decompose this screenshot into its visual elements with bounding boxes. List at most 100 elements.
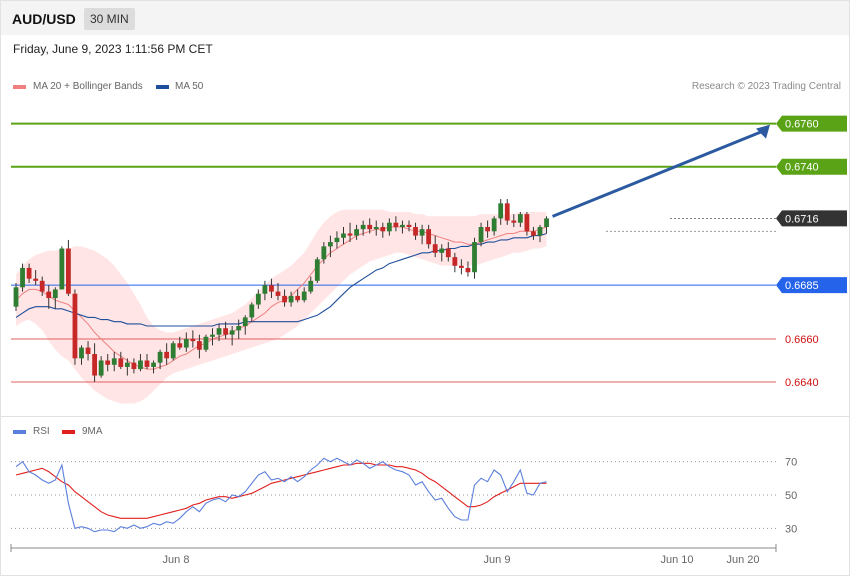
candle-body bbox=[13, 287, 19, 307]
level-label-support-4: 0.6660 bbox=[785, 334, 819, 346]
level-tag-resistance-0 bbox=[776, 115, 847, 132]
legend-ma20-label: MA 20 + Bollinger Bands bbox=[33, 81, 143, 92]
level-label-pivot-3: 0.6685 bbox=[785, 280, 819, 292]
candle-body bbox=[39, 280, 45, 292]
rsi-tick-label-50: 50 bbox=[785, 490, 797, 502]
legend-rsi-swatch bbox=[13, 430, 26, 434]
candle-body bbox=[531, 231, 536, 236]
candle-body bbox=[249, 304, 255, 318]
projection-arrow-head bbox=[756, 124, 770, 139]
candle-body bbox=[452, 257, 458, 266]
candle-body bbox=[354, 229, 359, 236]
x-tick-label-2: Jun 10 bbox=[660, 554, 693, 566]
candle-body bbox=[439, 248, 445, 253]
candle-body bbox=[151, 362, 156, 367]
candle-body bbox=[445, 248, 451, 258]
candle-body bbox=[406, 224, 412, 228]
level-tag-last-2 bbox=[776, 210, 847, 227]
candle-body bbox=[373, 227, 379, 230]
candle-body bbox=[419, 229, 425, 236]
candle-body bbox=[242, 317, 248, 327]
candle-body bbox=[46, 291, 52, 299]
candle-body bbox=[380, 227, 386, 232]
timeframe-badge[interactable]: 30 MIN bbox=[84, 8, 135, 30]
rsi-line bbox=[15, 457, 547, 533]
candle-body bbox=[498, 203, 504, 219]
candle-body bbox=[393, 222, 399, 228]
ma50-line bbox=[15, 232, 547, 327]
candle-body bbox=[400, 224, 405, 228]
candle-body bbox=[537, 227, 543, 236]
candle-body bbox=[360, 224, 366, 230]
x-tick-label-1: Jun 9 bbox=[484, 554, 511, 566]
candle-body bbox=[465, 267, 471, 273]
level-label-support-5: 0.6640 bbox=[785, 377, 819, 389]
candle-body bbox=[301, 291, 307, 301]
candle-body bbox=[459, 265, 464, 268]
rsi-tick-label-30: 30 bbox=[785, 523, 797, 535]
candle-body bbox=[432, 244, 438, 253]
candle-body bbox=[334, 237, 340, 243]
level-label-last-2: 0.6716 bbox=[785, 213, 819, 225]
candle-body bbox=[485, 227, 490, 232]
candle-body bbox=[52, 289, 58, 299]
bollinger-band bbox=[16, 209, 547, 404]
x-tick-label-3: Jun 20 bbox=[726, 554, 759, 566]
candle-body bbox=[288, 295, 294, 303]
projection-arrow-shaft bbox=[551, 129, 765, 218]
candle-body bbox=[85, 347, 91, 355]
candle-body bbox=[72, 293, 78, 359]
candle-body bbox=[314, 259, 320, 281]
rsi-tick-label-70: 70 bbox=[785, 457, 797, 469]
candle-body bbox=[236, 326, 242, 331]
candle-body bbox=[472, 242, 477, 273]
level-label-resistance-1: 0.6740 bbox=[785, 162, 819, 174]
candle-body bbox=[544, 218, 549, 228]
candle-body bbox=[269, 285, 274, 292]
candle-body bbox=[157, 351, 163, 363]
candle-body bbox=[413, 227, 418, 236]
legend-9ma-swatch bbox=[62, 430, 75, 434]
candle-body bbox=[308, 280, 314, 292]
legend-ma50-swatch bbox=[156, 85, 169, 89]
candle-body bbox=[131, 362, 137, 370]
candle-body bbox=[190, 338, 196, 342]
candle-body bbox=[170, 343, 176, 359]
candle-body bbox=[328, 242, 333, 247]
legend-ma20-swatch bbox=[13, 85, 26, 89]
candle-body bbox=[275, 291, 281, 296]
candle-body bbox=[124, 362, 130, 367]
candle-body bbox=[216, 328, 222, 335]
level-tag-resistance-1 bbox=[776, 158, 847, 175]
candle-body bbox=[347, 233, 353, 236]
candle-body bbox=[164, 351, 170, 359]
candle-body bbox=[321, 246, 327, 260]
level-label-resistance-0: 0.6760 bbox=[785, 119, 819, 131]
level-tag-pivot-3 bbox=[776, 277, 847, 294]
candle-body bbox=[229, 330, 235, 335]
candle-body bbox=[59, 248, 65, 290]
legend-ma50-label: MA 50 bbox=[175, 81, 204, 92]
candle-body bbox=[197, 341, 202, 350]
candle-body bbox=[524, 214, 530, 232]
x-tick-label-0: Jun 8 bbox=[163, 554, 190, 566]
candle-body bbox=[66, 248, 71, 294]
legend-rsi-label: RSI bbox=[33, 426, 50, 437]
candle-body bbox=[177, 343, 183, 348]
symbol-title: AUD/USD bbox=[12, 11, 76, 27]
candle-body bbox=[504, 203, 510, 221]
candle-body bbox=[111, 358, 117, 365]
candle-body bbox=[367, 224, 373, 230]
candle-body bbox=[282, 295, 287, 303]
candle-body bbox=[105, 360, 111, 365]
date-text: Friday, June 9, 2023 1:11:56 PM CET bbox=[13, 42, 213, 56]
candle-body bbox=[491, 218, 497, 232]
candle-body bbox=[517, 214, 523, 223]
candle-body bbox=[210, 334, 215, 337]
candle-body bbox=[295, 295, 301, 301]
candle-body bbox=[20, 267, 25, 288]
candle-body bbox=[262, 285, 268, 294]
rsi-9ma-line bbox=[15, 462, 547, 519]
ma20-line bbox=[15, 226, 547, 370]
